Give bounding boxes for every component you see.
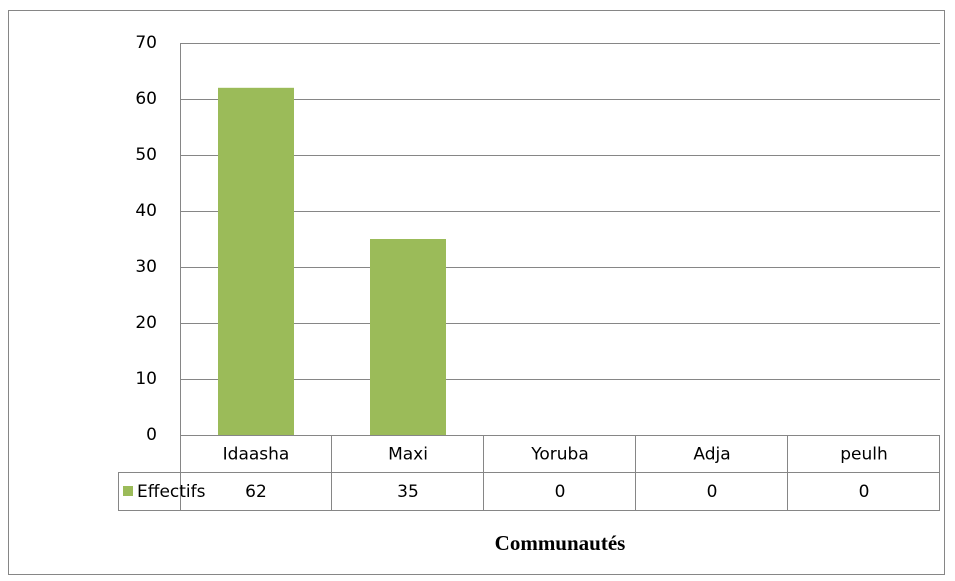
x-axis-title: Communautés [495,531,626,555]
x-tick-label: Idaasha [223,445,290,465]
legend-label: Effectifs [137,482,206,502]
y-tick-label: 20 [135,313,157,333]
x-tick-label: Adja [693,445,730,465]
bar [370,239,446,435]
legend-key [123,486,133,496]
table-value: 62 [245,482,267,502]
x-tick-label: Yoruba [530,445,589,465]
y-tick-label: 60 [135,89,157,109]
table-value: 0 [707,482,718,502]
x-tick-label: Maxi [388,445,428,465]
y-tick-label: 70 [135,33,157,53]
y-tick-label: 30 [135,257,157,277]
table-value: 35 [397,482,419,502]
y-tick-label: 10 [135,369,157,389]
chart-border [8,10,945,575]
x-tick-label: peulh [840,445,888,465]
y-tick-label: 50 [135,145,157,165]
table-value: 0 [555,482,566,502]
y-tick-label: 0 [146,425,157,445]
bar [218,87,294,436]
y-tick-label: 40 [135,201,157,221]
table-value: 0 [859,482,870,502]
